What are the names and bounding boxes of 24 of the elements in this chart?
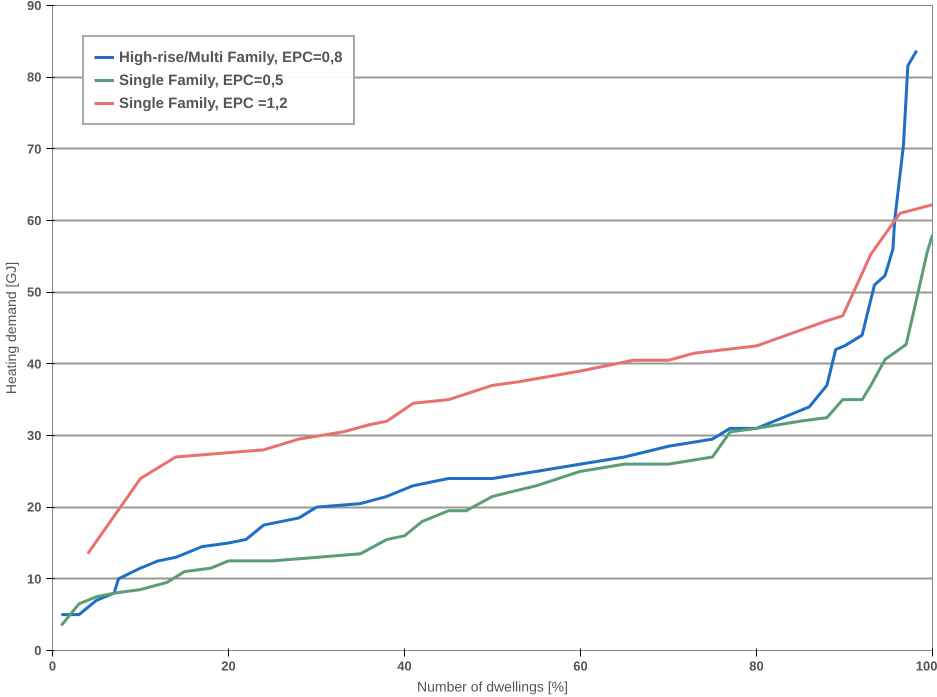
x-tick-label: 0 (48, 658, 56, 674)
y-tick-label: 60 (27, 213, 42, 228)
x-tick-label: 60 (573, 658, 588, 674)
y-tick-label: 40 (27, 356, 42, 372)
y-tick-label: 20 (27, 500, 42, 515)
y-tick-label: 70 (27, 141, 42, 156)
x-axis-title: Number of dwellings [%] (417, 678, 568, 694)
legend-label: Single Family, EPC=0,5 (119, 72, 284, 88)
x-tick-label: 20 (221, 658, 236, 674)
y-tick-label: 30 (27, 428, 42, 443)
y-tick-label: 80 (27, 70, 42, 85)
legend-label: High-rise/Multi Family, EPC=0,8 (119, 48, 343, 66)
line-series (60, 49, 918, 616)
line-series (60, 233, 932, 627)
legend-label: Single Family, EPC =1,2 (119, 94, 288, 112)
x-tick-label: 80 (749, 658, 764, 674)
x-tick-label: 40 (397, 658, 412, 674)
x-tick-label: 100 (916, 658, 937, 674)
line-series (86, 203, 932, 556)
y-tick-label: 90 (27, 0, 42, 13)
y-tick-label: 50 (27, 284, 42, 300)
y-tick-label: 0 (34, 643, 42, 658)
y-tick-label: 10 (27, 571, 42, 586)
y-axis-title: Heating demand [GJ] (3, 262, 20, 394)
